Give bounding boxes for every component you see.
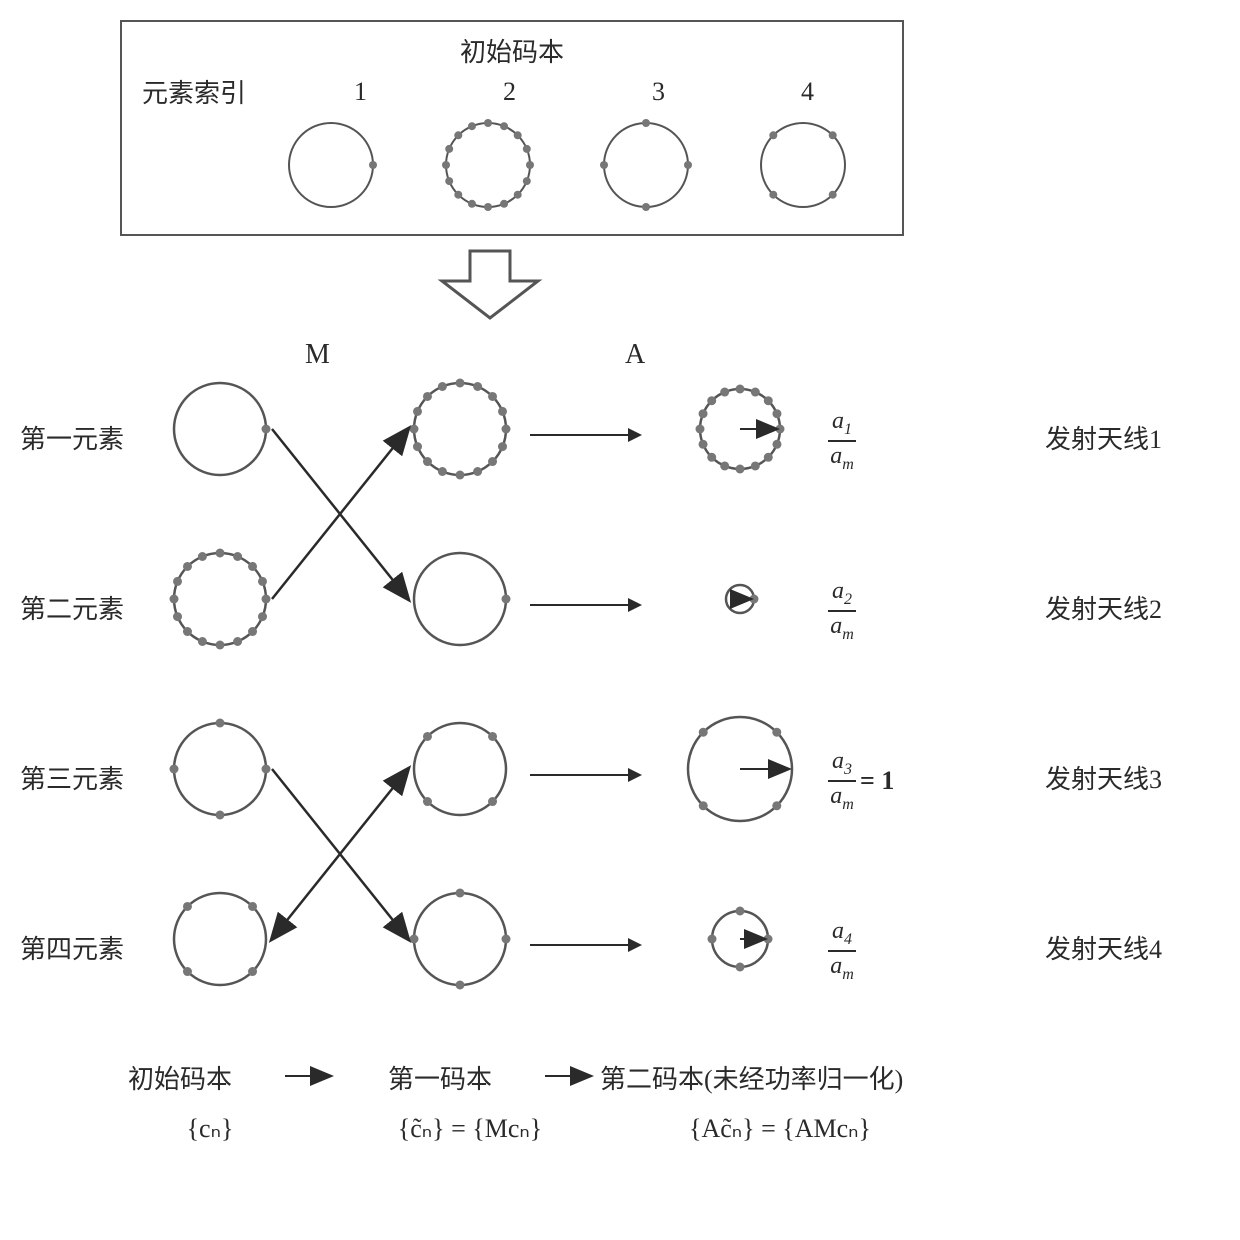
row-left-4: 第四元素 [20, 929, 140, 966]
row-left-1: 第一元素 [20, 419, 140, 456]
cap-c: 第二码本(未经功率归一化) [600, 1059, 980, 1096]
bottom-caption: 初始码本 第一码本 第二码本(未经功率归一化) {cₙ} {c̃ₙ} = {Mc… [80, 1059, 1180, 1144]
eq-b: {c̃ₙ} = {Mcₙ} [340, 1114, 600, 1144]
mapping-svg [20, 339, 1200, 1169]
cap-a: 初始码本 [80, 1059, 280, 1096]
index-2: 2 [435, 77, 584, 107]
h-arrow-3 [530, 774, 640, 776]
codebook-circle-4 [725, 116, 883, 214]
index-4: 4 [733, 77, 882, 107]
col-header-M: M [305, 339, 330, 371]
row-right-4: 发射天线4 [1045, 929, 1185, 966]
row-right-1: 发射天线1 [1045, 419, 1185, 456]
frac-1: a1am [820, 409, 856, 473]
row-left-2: 第二元素 [20, 589, 140, 626]
index-label: 元素索引 [142, 73, 246, 110]
cap-b: 第一码本 [340, 1059, 540, 1096]
h-arrow-1 [530, 434, 640, 436]
row-right-2: 发射天线2 [1045, 589, 1185, 626]
codebook-circle-3 [567, 116, 725, 214]
frac-3: a3am = 1 [820, 749, 894, 813]
index-3: 3 [584, 77, 733, 107]
codebook-title: 初始码本 [142, 32, 882, 69]
mapping-area: M A 第一元素 第二元素 第三元素 第四元素 发射天线1 发射天线2 发射天线… [20, 339, 1200, 1169]
codebook-circle-1 [252, 116, 410, 214]
index-row: 元素索引 1 2 3 4 [142, 73, 882, 110]
h-arrow-4 [530, 944, 640, 946]
initial-codebook-box: 初始码本 元素索引 1 2 3 4 [120, 20, 904, 236]
h-arrow-2 [530, 604, 640, 606]
frac-4: a4am [820, 919, 856, 983]
codebook-circles [252, 116, 882, 214]
row-left-3: 第三元素 [20, 759, 140, 796]
eq-a: {cₙ} [80, 1114, 340, 1144]
col-header-A: A [625, 339, 645, 371]
row-right-3: 发射天线3 [1045, 759, 1185, 796]
index-1: 1 [286, 77, 435, 107]
eq-one: = 1 [860, 766, 894, 796]
down-arrow [430, 246, 1220, 331]
codebook-circle-2 [410, 116, 568, 214]
frac-2: a2am [820, 579, 856, 643]
eq-c: {Ac̃ₙ} = {AMcₙ} [600, 1114, 960, 1144]
